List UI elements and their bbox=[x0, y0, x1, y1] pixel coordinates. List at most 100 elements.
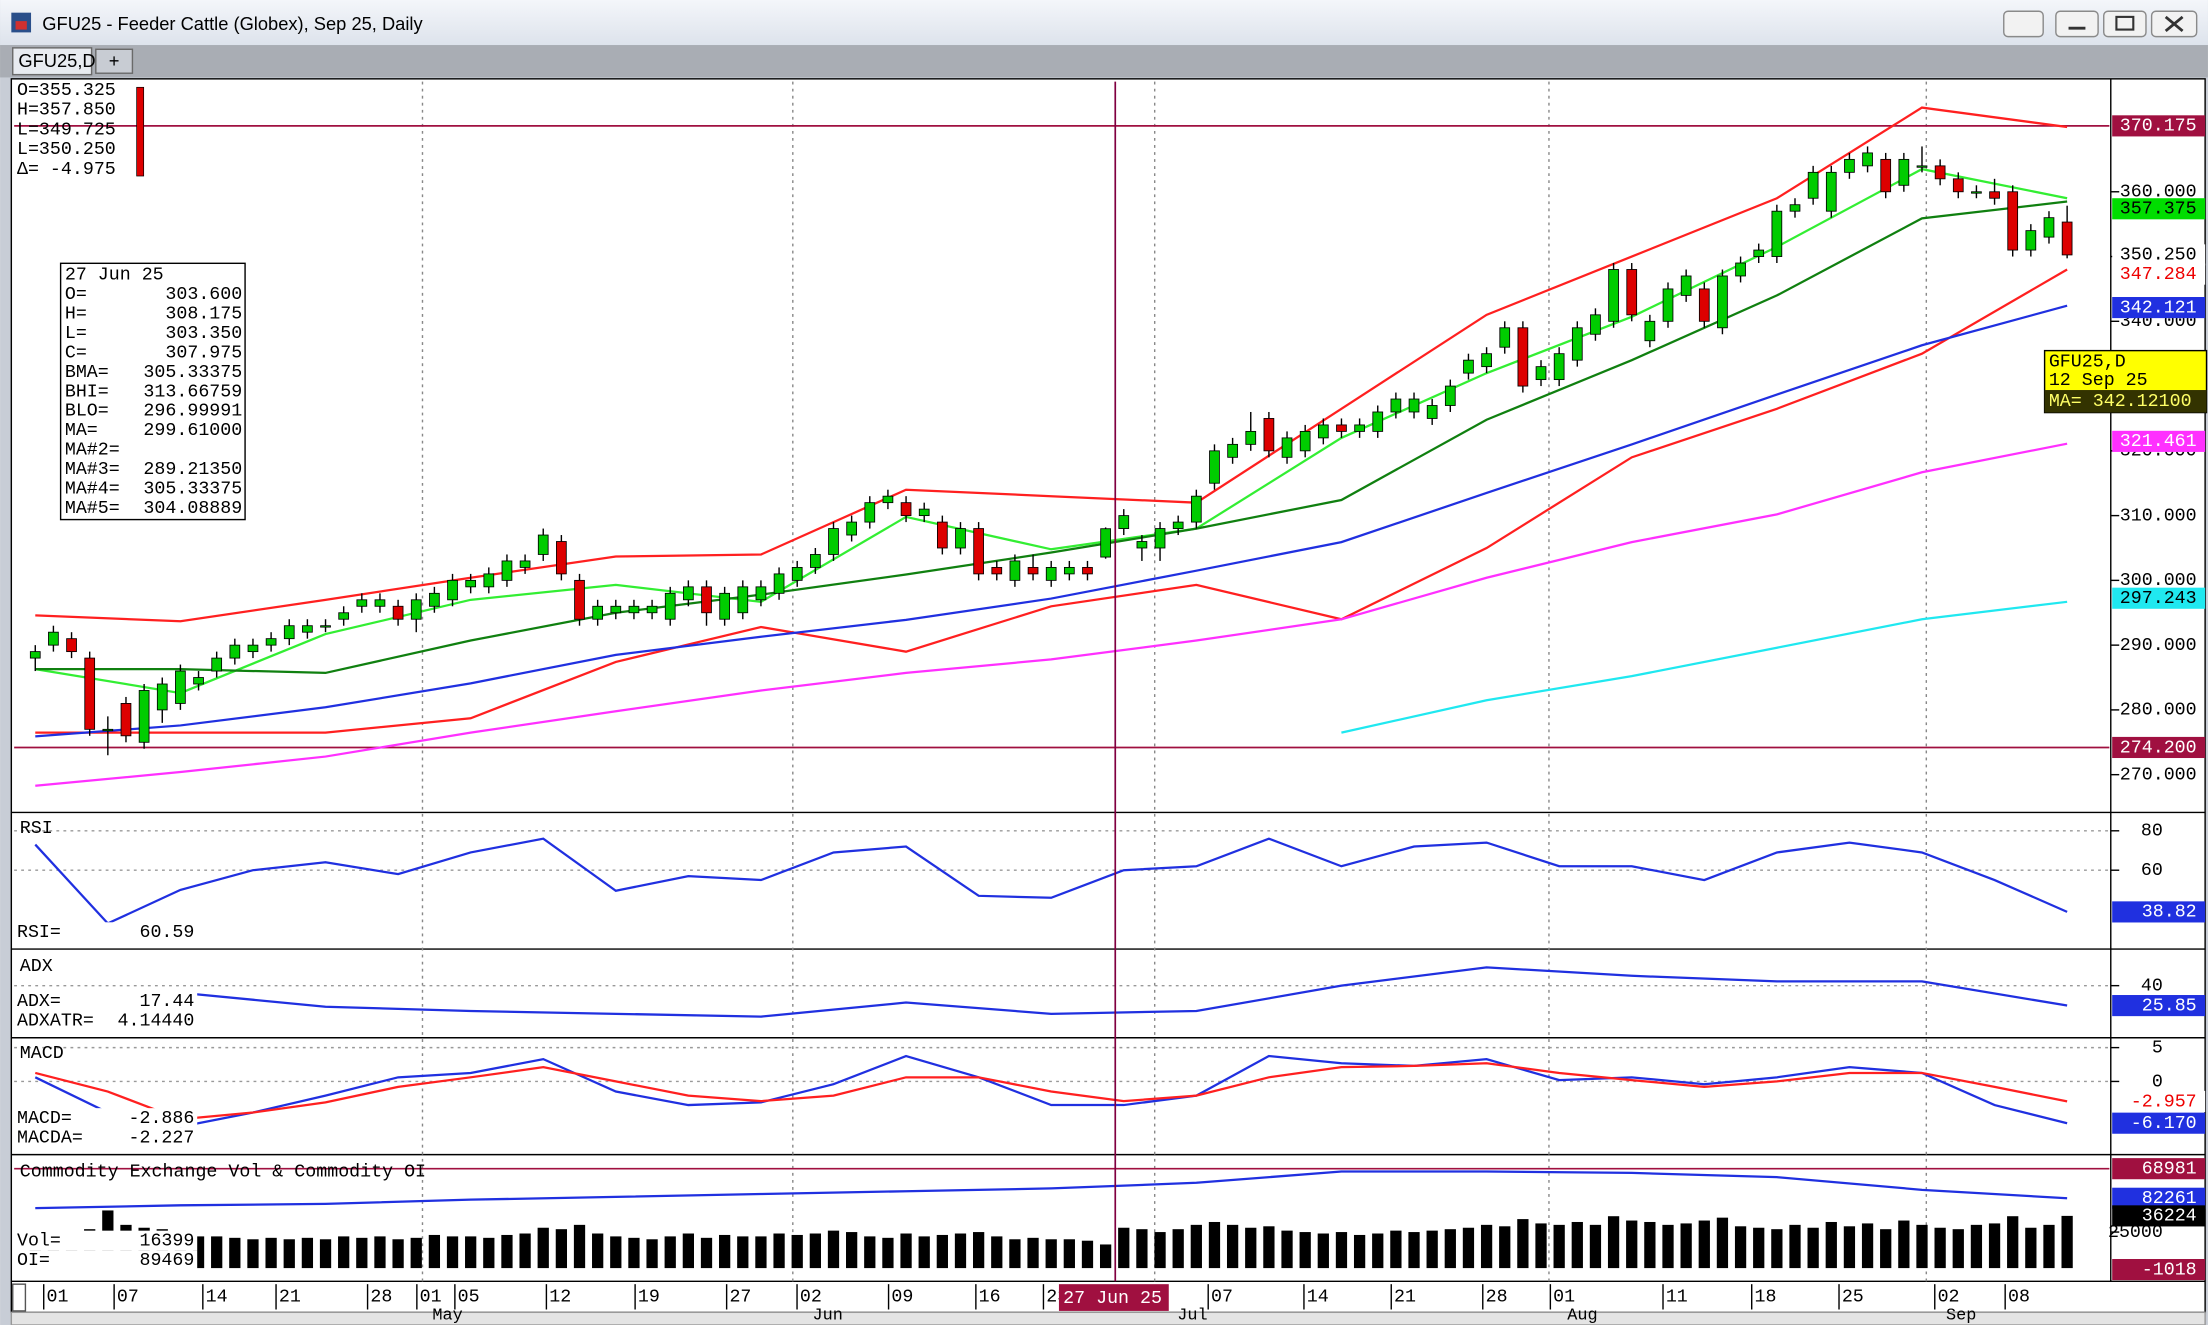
x-tick-label: 01 bbox=[1553, 1288, 1575, 1308]
x-month-label: Aug bbox=[1567, 1307, 1597, 1325]
x-tick-label: 07 bbox=[117, 1288, 139, 1308]
candle-body bbox=[465, 579, 477, 588]
link-button[interactable] bbox=[2003, 10, 2044, 38]
tab-label[interactable]: GFU25,D bbox=[18, 50, 95, 71]
candle-body bbox=[1989, 191, 2000, 199]
volume-bar bbox=[1771, 1229, 1783, 1269]
candle-body bbox=[102, 728, 114, 732]
chart-area bbox=[10, 78, 2206, 1314]
candle-body bbox=[1354, 424, 1365, 432]
readout-label: RSI= bbox=[17, 923, 61, 943]
candle-body bbox=[1390, 398, 1402, 413]
volume-bar bbox=[1081, 1240, 1094, 1269]
info-box-text: 12 Sep 25 bbox=[2049, 371, 2148, 391]
info-box-text: GFU25,D bbox=[2049, 353, 2126, 373]
y-tick-label: 290.000 bbox=[2120, 636, 2197, 656]
new-tab-button[interactable] bbox=[95, 48, 134, 74]
indicator-line bbox=[34, 1062, 2068, 1121]
price-marker bbox=[2112, 1112, 2206, 1134]
volume-bar bbox=[991, 1236, 1003, 1269]
candle-body bbox=[1100, 528, 1111, 558]
volume-bar bbox=[1753, 1227, 1765, 1269]
volume-bar bbox=[864, 1236, 876, 1269]
volume-bar bbox=[1099, 1244, 1112, 1269]
readout-label: ADXATR= bbox=[17, 1012, 94, 1032]
volume-bar bbox=[265, 1237, 277, 1269]
candle-body bbox=[2025, 230, 2037, 251]
candle-body bbox=[755, 586, 767, 601]
volume-bar bbox=[791, 1234, 803, 1269]
candle-body bbox=[882, 495, 894, 504]
x-tick-label: 07 bbox=[1211, 1288, 1233, 1308]
candle-body bbox=[175, 670, 186, 704]
window-buttons[interactable] bbox=[2003, 10, 2198, 38]
volume-bar bbox=[1626, 1220, 1638, 1269]
candle-body bbox=[973, 528, 984, 575]
maximize-button[interactable] bbox=[2103, 10, 2147, 38]
candle-body bbox=[846, 521, 857, 536]
x-tick-label: 08 bbox=[2008, 1288, 2030, 1308]
candle-body bbox=[1862, 152, 1873, 167]
volume-bar bbox=[682, 1233, 694, 1269]
candle-body bbox=[1372, 411, 1384, 432]
price-marker-label: 82261 bbox=[2142, 1189, 2197, 1209]
candle-body bbox=[2061, 221, 2073, 256]
candle-body bbox=[193, 677, 204, 685]
plot-layer: 01 07 14 21 28 01 05 12 19 27 02 09 16 23 07 14 21 28 01 11… bbox=[20, 106, 2197, 1325]
indicator-line bbox=[35, 304, 2068, 738]
readout-bg bbox=[14, 1250, 198, 1271]
volume-bar bbox=[2043, 1224, 2055, 1269]
data-window-label: L= bbox=[65, 324, 87, 344]
volume-bar bbox=[1553, 1224, 1565, 1269]
scrollbar[interactable] bbox=[10, 1311, 2206, 1325]
info-box-row bbox=[2044, 390, 2207, 413]
volume-bar bbox=[392, 1239, 404, 1269]
candle-body bbox=[1626, 269, 1638, 316]
price-marker bbox=[2112, 198, 2206, 220]
candle-body bbox=[610, 605, 622, 614]
scroll-handle[interactable] bbox=[12, 1283, 27, 1312]
volume-bar bbox=[2025, 1227, 2037, 1269]
data-window-label: H= bbox=[65, 305, 87, 325]
indicator-line bbox=[35, 167, 2068, 695]
tab[interactable] bbox=[12, 47, 93, 76]
price-marker bbox=[2112, 995, 2206, 1017]
volume-bar bbox=[900, 1233, 912, 1269]
volume-bar bbox=[918, 1236, 930, 1269]
volume-bar bbox=[1734, 1226, 1747, 1269]
candle-body bbox=[1517, 327, 1529, 387]
readout-label: MACDA= bbox=[17, 1129, 83, 1149]
volume-bar bbox=[1335, 1232, 1348, 1269]
candle-body bbox=[1009, 560, 1021, 581]
candle-body bbox=[683, 586, 694, 601]
x-tick-label: 19 bbox=[638, 1288, 660, 1308]
volume-bar bbox=[1444, 1229, 1456, 1269]
candle-body bbox=[556, 541, 567, 575]
volume-bar bbox=[1988, 1223, 2001, 1269]
candle-body bbox=[1082, 566, 1093, 575]
indicator-line bbox=[35, 268, 2068, 734]
overlay-layer: 27 Jun 25O=355.325H=357.850L=349.725L=35… bbox=[14, 81, 2206, 1311]
last-bar-icon bbox=[136, 86, 145, 177]
volume-bar bbox=[1426, 1230, 1438, 1269]
readout-label: Vol= bbox=[17, 1231, 61, 1251]
price-marker-label: 297.243 bbox=[2120, 589, 2197, 609]
candle-body bbox=[664, 592, 676, 620]
candle-body bbox=[1209, 450, 1220, 484]
minimize-button[interactable] bbox=[2055, 10, 2099, 38]
candle-body bbox=[410, 599, 422, 620]
candle-body bbox=[1481, 353, 1492, 368]
candle-body bbox=[646, 605, 658, 614]
new-tab-label[interactable]: + bbox=[109, 50, 120, 71]
volume-bar bbox=[1281, 1230, 1293, 1269]
readout-bg bbox=[14, 1010, 198, 1031]
candle-body bbox=[1952, 178, 1964, 193]
readout-label: ADX= bbox=[17, 992, 61, 1012]
candle-body bbox=[1934, 165, 1946, 180]
volume-bar bbox=[1480, 1224, 1493, 1269]
candle-body bbox=[1916, 165, 1928, 168]
readout-value: 60.59 bbox=[139, 923, 194, 943]
ohlc-readout: O=355.325 bbox=[17, 81, 116, 101]
volume-bar bbox=[2007, 1216, 2019, 1269]
candle-body bbox=[1408, 398, 1420, 413]
